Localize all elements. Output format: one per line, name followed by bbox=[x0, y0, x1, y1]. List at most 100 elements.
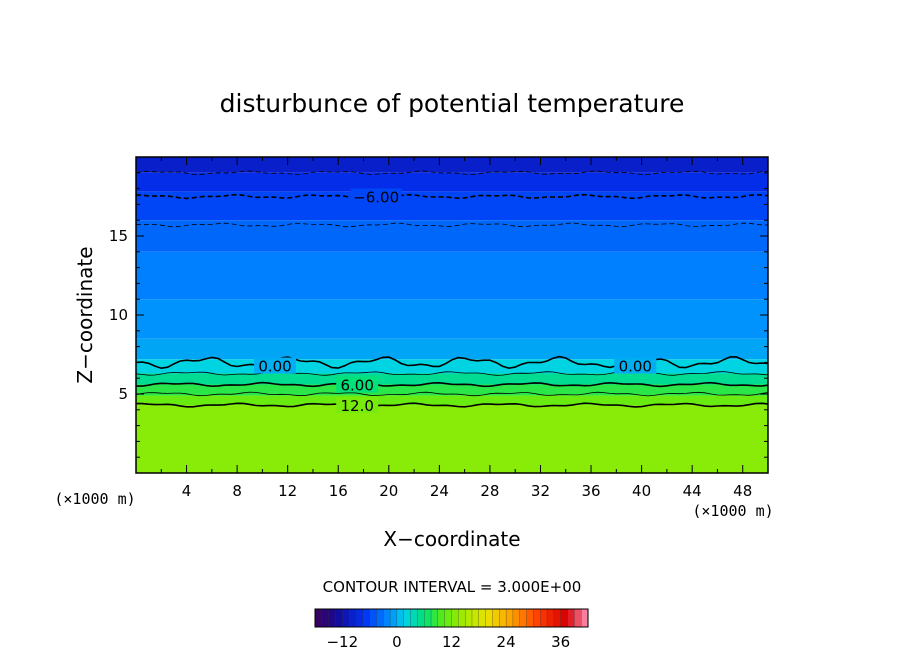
colorbar-segment bbox=[464, 608, 473, 628]
contour-label: 0.00 bbox=[619, 358, 652, 376]
colorbar-segment bbox=[560, 608, 569, 628]
colorbar-segment bbox=[574, 608, 582, 628]
field-band bbox=[136, 172, 768, 192]
colorbar-tick-label: 24 bbox=[497, 633, 516, 651]
colorbar-segment bbox=[499, 608, 507, 628]
contour-label-bg bbox=[614, 357, 657, 374]
colorbar-segment bbox=[533, 608, 541, 628]
contour-label-bg bbox=[336, 397, 379, 414]
colorbar bbox=[314, 608, 589, 628]
colorbar-ticks: −12 0 12 24 36 bbox=[326, 633, 570, 651]
colorbar-segment bbox=[485, 608, 493, 628]
contour-line bbox=[136, 381, 768, 388]
colorbar-segment bbox=[546, 608, 555, 628]
x-axis-ticks: 4 8 12 16 20 24 28 32 36 40 44 48 bbox=[160, 157, 752, 500]
field-bands bbox=[136, 157, 768, 473]
colorbar-segment bbox=[410, 608, 418, 628]
x-tick-label: 36 bbox=[581, 482, 600, 500]
colorbar-tick-label: 12 bbox=[442, 633, 461, 651]
colorbar-segment bbox=[348, 608, 357, 628]
contour-line bbox=[136, 355, 768, 370]
contour-line bbox=[136, 402, 768, 408]
contour-label: −6.00 bbox=[353, 189, 399, 207]
colorbar-segment bbox=[362, 608, 371, 628]
field-band bbox=[136, 251, 768, 300]
field-band bbox=[136, 384, 768, 396]
x-unit-left: (×1000 m) bbox=[54, 490, 135, 508]
colorbar-segment bbox=[540, 608, 548, 628]
contour-label: 6.00 bbox=[340, 377, 373, 395]
contour-label-bg bbox=[254, 357, 297, 374]
colorbar-frame bbox=[314, 608, 589, 628]
colorbar-segment bbox=[519, 608, 528, 628]
x-tick-label: 20 bbox=[379, 482, 398, 500]
contour-label-bg bbox=[350, 188, 402, 205]
colorbar-segment bbox=[478, 608, 487, 628]
colorbar-segment bbox=[505, 608, 514, 628]
y-axis-ticks: 5 10 15 bbox=[109, 172, 768, 458]
colorbar-segment bbox=[444, 608, 453, 628]
x-tick-label: 28 bbox=[480, 482, 499, 500]
x-tick-label: 4 bbox=[182, 482, 192, 500]
colorbar-segment bbox=[403, 608, 412, 628]
plot-area bbox=[136, 157, 768, 473]
contour-label: 0.00 bbox=[258, 358, 291, 376]
colorbar-segment bbox=[437, 608, 446, 628]
colorbar-segment bbox=[471, 608, 480, 628]
x-tick-label: 32 bbox=[531, 482, 550, 500]
y-axis-label: Z−coordinate bbox=[73, 246, 97, 383]
contour-label-bg bbox=[336, 376, 379, 393]
x-tick-label: 48 bbox=[733, 482, 752, 500]
colorbar-segment bbox=[567, 608, 575, 628]
colorbar-segment bbox=[321, 608, 330, 628]
colorbar-segment bbox=[451, 608, 459, 628]
x-tick-label: 24 bbox=[430, 482, 449, 500]
colorbar-segment bbox=[389, 608, 398, 628]
field-band bbox=[136, 299, 768, 339]
chart-title: disturbunce of potential temperature bbox=[220, 89, 685, 118]
field-band bbox=[136, 373, 768, 385]
x-tick-label: 16 bbox=[329, 482, 348, 500]
colorbar-tick-label: 0 bbox=[392, 633, 402, 651]
colorbar-segment bbox=[526, 608, 534, 628]
colorbar-segment bbox=[396, 608, 405, 628]
x-tick-label: 12 bbox=[278, 482, 297, 500]
x-tick-label: 40 bbox=[632, 482, 651, 500]
y-tick-label: 5 bbox=[118, 385, 128, 403]
colorbar-segment bbox=[492, 608, 500, 628]
field-band bbox=[136, 157, 768, 173]
x-tick-label: 44 bbox=[683, 482, 702, 500]
x-tick-label: 8 bbox=[232, 482, 242, 500]
field-band bbox=[136, 405, 768, 473]
colorbar-segment bbox=[335, 608, 343, 628]
contour-line bbox=[136, 371, 768, 376]
colorbar-segment bbox=[342, 608, 350, 628]
colorbar-segment bbox=[383, 608, 391, 628]
colorbar-segment bbox=[430, 608, 439, 628]
contour-label: 12.0 bbox=[340, 397, 373, 415]
contour-line bbox=[136, 222, 768, 228]
colorbar-segment bbox=[417, 608, 425, 628]
colorbar-segment bbox=[581, 608, 589, 628]
colorbar-tick-label: −12 bbox=[326, 633, 358, 651]
y-tick-label: 15 bbox=[109, 227, 128, 245]
colorbar-segment bbox=[369, 608, 377, 628]
colorbar-segment bbox=[328, 608, 337, 628]
colorbar-segment bbox=[376, 608, 384, 628]
colorbar-segment bbox=[314, 608, 323, 628]
contour-interval-note: CONTOUR INTERVAL = 3.000E+00 bbox=[323, 578, 582, 596]
field-band bbox=[136, 338, 768, 360]
colorbar-segment bbox=[512, 608, 521, 628]
field-band bbox=[136, 395, 768, 406]
colorbar-segment bbox=[553, 608, 562, 628]
colorbar-segment bbox=[458, 608, 466, 628]
colorbar-segment bbox=[424, 608, 432, 628]
contour-lines bbox=[136, 170, 768, 408]
contour-line bbox=[136, 193, 768, 200]
colorbar-tick-label: 36 bbox=[551, 633, 570, 651]
y-tick-label: 10 bbox=[109, 306, 128, 324]
field-band bbox=[136, 220, 768, 252]
contour-labels: −6.00 0.00 0.00 6.00 12.0 bbox=[254, 188, 657, 415]
field-band bbox=[136, 359, 768, 374]
